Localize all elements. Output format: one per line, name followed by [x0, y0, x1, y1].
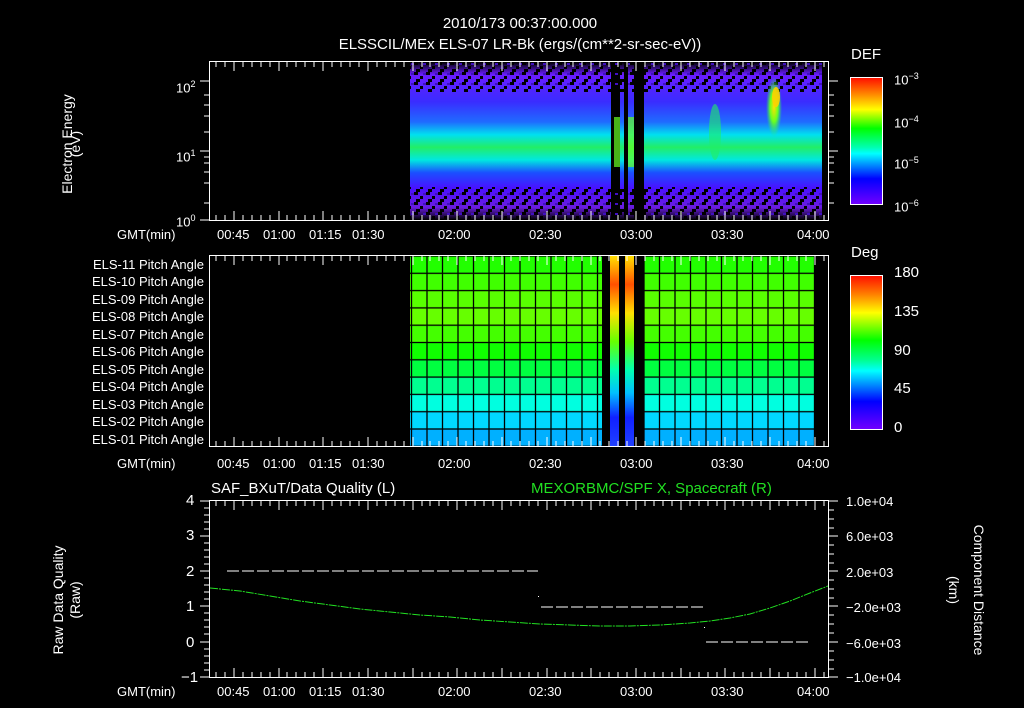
panel3-time-axis-label: GMT(min) [117, 684, 176, 699]
panel3-tick-0400: 04:00 [797, 684, 830, 699]
panel1-frame [209, 61, 829, 221]
pa-label-els11: ELS-11 Pitch Angle [92, 257, 204, 272]
panel3-rtick-6e3: 6.0e+03 [846, 529, 894, 544]
plot-timestamp: 2010/173 00:37:00.000 [442, 15, 598, 32]
panel3-tick-0330: 03:30 [711, 684, 744, 699]
panel3-rtick-neg2e3: −2.0e+03 [846, 600, 901, 615]
colorbar1-title: DEF [851, 46, 881, 63]
panel3-tick-0200: 02:00 [438, 684, 471, 699]
panel1-yunit: (eV) [67, 130, 83, 158]
panel3-ytick-neg1: −1 [181, 669, 199, 686]
panel1-ytick-100: 102 [176, 79, 196, 96]
colorbar2-tick-90: 90 [894, 342, 911, 359]
panel3-right-title: MEXORBMC/SPF X, Spacecraft (R) [531, 480, 772, 497]
panel3-ylabel-left: Raw Data Quality [50, 545, 66, 655]
panel3-frame [209, 500, 829, 678]
energy-spectrogram [210, 62, 828, 220]
panel2-tick-0400: 04:00 [797, 456, 830, 471]
panel3-tick-0100: 01:00 [263, 684, 296, 699]
panel3-rtick-neg6e3: −6.0e+03 [846, 636, 901, 651]
colorbar2-title: Deg [851, 244, 879, 261]
panel3-left-title: SAF_BXuT/Data Quality (L) [211, 480, 396, 497]
panel3-yunit-left: (Raw) [67, 581, 83, 619]
panel2-tick-0330: 03:30 [711, 456, 744, 471]
colorbar2 [850, 275, 883, 430]
panel3-tick-0045: 00:45 [217, 684, 250, 699]
panel2-tick-0100: 01:00 [263, 456, 296, 471]
panel1-ytick-10: 101 [176, 148, 196, 165]
panel2-tick-0300: 03:00 [620, 456, 653, 471]
pa-label-els04: ELS-04 Pitch Angle [91, 379, 204, 394]
panel1-tick-0330: 03:30 [711, 227, 744, 242]
panel1-tick-0115: 01:15 [309, 227, 342, 242]
colorbar2-tick-45: 45 [894, 380, 911, 397]
pa-label-els03: ELS-03 Pitch Angle [91, 397, 204, 412]
panel1-tick-0400: 04:00 [797, 227, 830, 242]
panel1-tick-0130: 01:30 [352, 227, 385, 242]
pa-label-els09: ELS-09 Pitch Angle [91, 292, 204, 307]
panel1-tick-0230: 02:30 [529, 227, 562, 242]
panel3-rtick-neg1e4: −1.0e+04 [846, 670, 901, 685]
panel3-tick-0130: 01:30 [352, 684, 385, 699]
panel1-tick-0200: 02:00 [438, 227, 471, 242]
pa-label-els06: ELS-06 Pitch Angle [91, 344, 204, 359]
plot-title: ELSSCIL/MEx ELS-07 LR-Bk (ergs/(cm**2-sr… [338, 36, 702, 53]
pa-label-els01: ELS-01 Pitch Angle [91, 432, 204, 447]
pa-label-els08: ELS-08 Pitch Angle [91, 309, 204, 324]
panel2-tick-0230: 02:30 [529, 456, 562, 471]
colorbar1-tick-1e-3: 10−3 [894, 71, 919, 88]
panel3-tick-0300: 03:00 [620, 684, 653, 699]
panel1-time-axis-label: GMT(min) [117, 227, 176, 242]
panel3-ytick-3: 3 [186, 527, 195, 544]
panel2-frame [209, 255, 829, 447]
panel3-rtick-2e3: 2.0e+03 [846, 565, 894, 580]
colorbar2-tick-180: 180 [894, 264, 920, 281]
pa-label-els07: ELS-07 Pitch Angle [91, 327, 204, 342]
pa-label-els02: ELS-02 Pitch Angle [91, 414, 204, 429]
panel2-tick-0045: 00:45 [217, 456, 250, 471]
panel3-ytick-2: 2 [186, 563, 195, 580]
panel1-tick-0300: 03:00 [620, 227, 653, 242]
panel3-ytick-0: 0 [186, 634, 195, 651]
panel3-ytick-1: 1 [186, 598, 195, 615]
panel1-ytick-1: 100 [176, 213, 196, 230]
panel1-tick-0045: 00:45 [217, 227, 250, 242]
colorbar1 [850, 77, 883, 205]
quality-distance-lineplot [210, 501, 828, 677]
panel3-ytick-4: 4 [186, 492, 195, 509]
colorbar2-tick-135: 135 [894, 303, 920, 320]
panel3-rtick-1e4: 1.0e+04 [846, 494, 894, 509]
pa-label-els05: ELS-05 Pitch Angle [91, 362, 204, 377]
colorbar2-tick-0: 0 [894, 419, 903, 436]
panel3-tick-0230: 02:30 [529, 684, 562, 699]
panel2-tick-0130: 01:30 [352, 456, 385, 471]
panel3-yunit-right: (km) [946, 576, 962, 604]
colorbar1-tick-1e-4: 10−4 [894, 114, 919, 131]
panel3-ylabel-right: Component Distance [971, 524, 987, 656]
pa-label-els10: ELS-10 Pitch Angle [91, 274, 204, 289]
panel1-tick-0100: 01:00 [263, 227, 296, 242]
panel2-time-axis-label: GMT(min) [117, 456, 176, 471]
panel2-tick-0200: 02:00 [438, 456, 471, 471]
panel3-tick-0115: 01:15 [309, 684, 342, 699]
panel2-tick-0115: 01:15 [309, 456, 342, 471]
colorbar1-tick-1e-5: 10−5 [894, 155, 919, 172]
colorbar1-tick-1e-6: 10−6 [894, 198, 919, 215]
